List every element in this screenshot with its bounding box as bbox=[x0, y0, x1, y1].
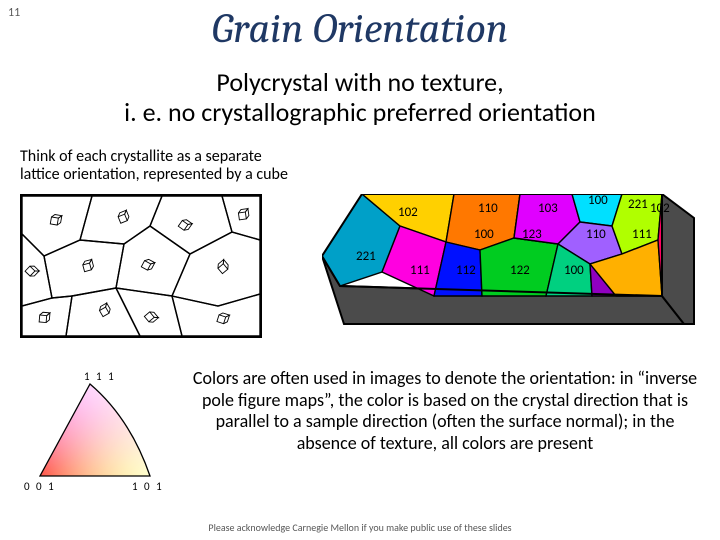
cube-icon bbox=[117, 210, 130, 223]
cube-icon bbox=[39, 312, 50, 323]
ipf-triangle: 1 1 1 0 0 1 1 0 1 bbox=[20, 368, 170, 498]
grain-outline bbox=[22, 196, 92, 256]
cube-icon bbox=[216, 260, 230, 274]
grain-outline bbox=[66, 288, 140, 336]
grain-miller-label: 221 bbox=[356, 249, 376, 264]
grain-miller-label: 100 bbox=[588, 194, 608, 208]
cube-icon bbox=[217, 312, 230, 325]
grain-outline bbox=[80, 196, 162, 244]
polycrystal-color-map: 2211021111101121221001031001232211001111… bbox=[322, 194, 700, 334]
ipf-triangle-svg bbox=[20, 368, 170, 498]
ipf-label-101: 1 0 1 bbox=[132, 480, 164, 493]
grain-miller-label: 102 bbox=[398, 205, 418, 220]
grain-outline bbox=[222, 196, 260, 240]
body-paragraph: Colors are often used in images to denot… bbox=[190, 368, 700, 454]
cube-icon bbox=[178, 218, 192, 232]
caption-cubes: Think of each crystallite as a separate … bbox=[20, 148, 360, 185]
cube-icon bbox=[82, 259, 94, 271]
subtitle-line-2: i. e. no crystallographic preferred orie… bbox=[124, 96, 596, 128]
grain-miller-label: 111 bbox=[632, 227, 652, 242]
grain-miller-label: 110 bbox=[478, 201, 498, 216]
ipf-label-001: 0 0 1 bbox=[24, 480, 56, 493]
grain-outline bbox=[116, 226, 190, 296]
grain-miller-label: 123 bbox=[522, 227, 542, 242]
slide: 11 Grain Orientation Polycrystal with no… bbox=[0, 0, 720, 540]
grain-miller-label: 100 bbox=[474, 227, 494, 242]
caption-line-1: Think of each crystallite as a separate bbox=[20, 147, 262, 166]
subtitle-line-1: Polycrystal with no texture, bbox=[216, 66, 503, 98]
polycrystal-color-svg: 2211021111101121221001031001232211001111… bbox=[322, 194, 700, 334]
grain-miller-label: 103 bbox=[538, 201, 558, 216]
cube-icon bbox=[50, 214, 62, 226]
slide-title: Grain Orientation bbox=[0, 4, 720, 53]
grain-miller-label: 111 bbox=[410, 263, 430, 278]
cube-icon bbox=[144, 310, 158, 324]
grain-miller-label: 122 bbox=[510, 263, 530, 278]
cube-icon bbox=[141, 258, 155, 272]
grain-miller-label: 221 bbox=[628, 197, 648, 212]
cube-icon bbox=[25, 264, 39, 278]
polycrystal-outline-svg bbox=[22, 196, 260, 336]
slide-subtitle: Polycrystal with no texture, i. e. no cr… bbox=[0, 68, 720, 128]
polycrystal-outline-map bbox=[20, 194, 262, 338]
ipf-label-111: 1 1 1 bbox=[84, 370, 116, 383]
grain-miller-label: 110 bbox=[586, 227, 606, 242]
cube-icon bbox=[98, 303, 112, 317]
grain-miller-label: 102 bbox=[650, 201, 670, 216]
grain-outline bbox=[172, 232, 260, 306]
caption-line-2: lattice orientation, represented by a cu… bbox=[20, 165, 288, 184]
footer-credit: Please acknowledge Carnegie Mellon if yo… bbox=[0, 521, 720, 534]
grain-outline bbox=[172, 294, 260, 336]
cube-icon bbox=[238, 209, 249, 220]
grain-miller-label: 100 bbox=[564, 263, 584, 278]
grain-miller-label: 112 bbox=[456, 263, 476, 278]
